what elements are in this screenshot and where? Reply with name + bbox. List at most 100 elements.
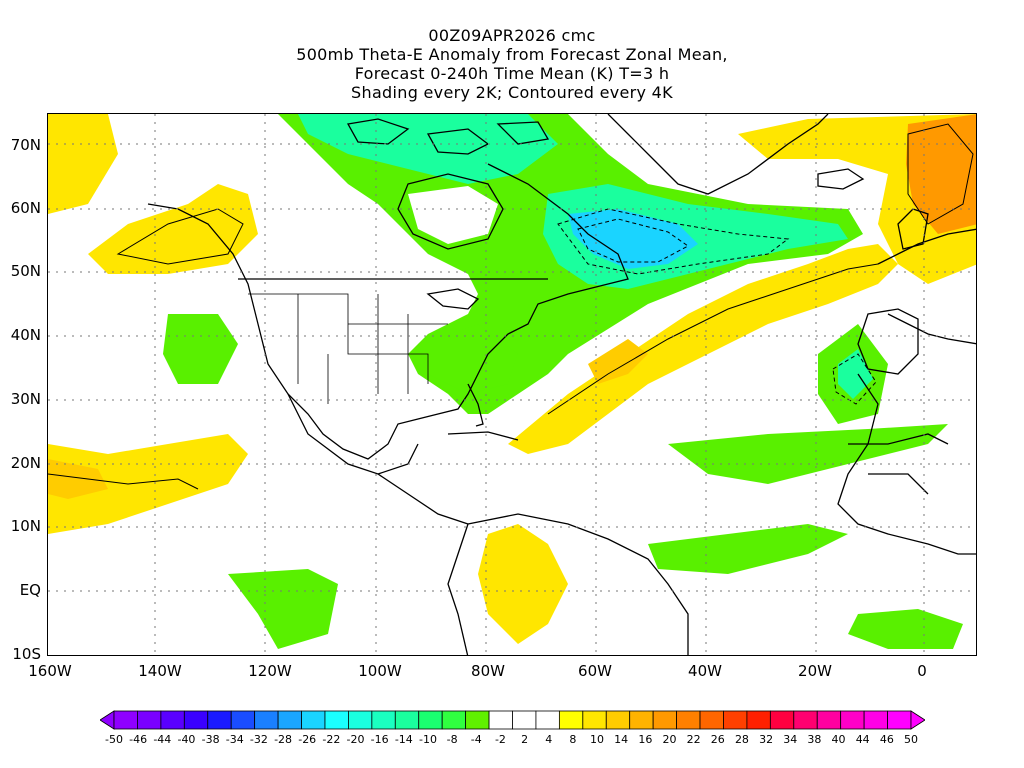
colorbar-tick-label: -32 [249, 733, 268, 746]
colorbar-cell [863, 710, 888, 730]
colorbar-cell [113, 710, 138, 730]
arctic-islands [346, 118, 550, 155]
uk [897, 208, 929, 250]
colorbar-tick-label: -40 [177, 733, 196, 746]
orange-anomaly-atlantic [588, 339, 648, 384]
lon-label-100w: 100W [358, 662, 402, 680]
colorbar-tick-label: -46 [129, 733, 148, 746]
yellow-anomaly-pacific-sub [48, 434, 248, 534]
colorbar-tick-label: -8 [446, 733, 458, 746]
green-anomaly-pacific-west [163, 314, 238, 384]
title-line-2: 500mb Theta-E Anomaly from Forecast Zona… [296, 45, 728, 64]
colorbar-cell [605, 710, 631, 730]
africa-borders [848, 433, 949, 495]
colorbar-tick-label: 44 [855, 733, 870, 746]
colorbar-cell [348, 710, 373, 730]
colorbar-cell [277, 710, 302, 730]
colorbar-tick-label: -28 [274, 733, 293, 746]
colorbar-cell [512, 710, 537, 730]
contour-iberia-neg [832, 353, 877, 405]
yellow-anomaly-atlantic [508, 244, 898, 454]
contour-atlantic-pos [547, 263, 879, 415]
title-line-4: Shading every 2K; Contoured every 4K [351, 83, 673, 102]
colorbar-tick-label: -10 [418, 733, 437, 746]
colorbar-cell [371, 710, 396, 730]
contour-europe-pos [907, 123, 974, 225]
colorbar-cell [558, 710, 584, 730]
colorbar-cell [699, 710, 724, 730]
anomaly-contours [48, 123, 974, 490]
coastlines [147, 114, 976, 655]
colorbar-cell [652, 710, 677, 730]
colorbar-tick-label: -44 [153, 733, 172, 746]
lat-label-40n: 40N [10, 326, 41, 344]
lat-label-60n: 60N [10, 199, 41, 217]
colorbar-cell [723, 710, 748, 730]
colorbar-cell [254, 710, 279, 730]
title-line-3: Forecast 0-240h Time Mean (K) T=3 h [354, 64, 670, 83]
cuba [447, 431, 519, 441]
colorbar-tick-label: -16 [370, 733, 389, 746]
colorbar-cell [816, 710, 842, 730]
lon-label-20w: 20W [798, 662, 832, 680]
colorbar-tick-label: 8 [569, 733, 577, 746]
state-borders [248, 293, 448, 404]
colorbar-cell [465, 710, 490, 730]
colorbar-tick-label: 38 [807, 733, 822, 746]
colorbar-cell [887, 710, 912, 730]
colorbar-tick-label: 4 [545, 733, 553, 746]
colorbar-arrow-left [100, 710, 115, 730]
colorbar-tick-label: 28 [734, 733, 749, 746]
north-america-coast [147, 163, 629, 460]
central-america [377, 473, 469, 525]
colorbar-cell [394, 710, 420, 730]
green-anomaly-eq-atlantic [648, 524, 848, 574]
colorbar-cell [676, 710, 701, 730]
colorbar-cell [582, 710, 607, 730]
mexico-coast [287, 393, 419, 475]
lat-label-10n: 10N [10, 517, 41, 535]
iceland [817, 168, 865, 190]
colorbar-cell [629, 710, 654, 730]
colorbar-tick-label: -22 [322, 733, 341, 746]
anomaly-shading [48, 114, 976, 649]
colorbar-tick-label: 20 [662, 733, 677, 746]
green-anomaly-east-pacific [228, 569, 338, 649]
map-panel [47, 113, 977, 656]
florida [467, 383, 484, 427]
colorbar-cell [535, 710, 560, 730]
colorbar-cell [488, 710, 513, 730]
contour-pacific-pos [48, 473, 199, 490]
colorbar-tick-label: 34 [783, 733, 798, 746]
colorbar-tick-label: -2 [494, 733, 506, 746]
colorbar-tick-label: 14 [614, 733, 629, 746]
lat-label-eq: EQ [19, 581, 41, 599]
orange-anomaly-pacific-sub [48, 459, 108, 499]
colorbar-cell [418, 710, 443, 730]
south-america-coast [447, 513, 689, 655]
lon-label-40w: 40W [688, 662, 722, 680]
lat-label-50n: 50N [10, 262, 41, 280]
colorbar-arrow-right [910, 710, 925, 730]
contour-alaska-pos [116, 208, 244, 265]
colorbar-tick-label: -50 [105, 733, 123, 746]
colorbar-tick-label: 10 [590, 733, 605, 746]
colorbar-tick-label: 22 [686, 733, 701, 746]
colorbar-tick-label: 16 [638, 733, 653, 746]
yellow-anomaly-s-america [478, 524, 568, 644]
lat-label-20n: 20N [10, 454, 41, 472]
contour-labrador-neg [557, 208, 790, 275]
colorbar-cell [324, 710, 349, 730]
colorbar-tick-label: 50 [904, 733, 918, 746]
hudson-bay [397, 173, 504, 250]
colorbar-tick-label: 2 [521, 733, 529, 746]
contour-labrador-neg-inner [577, 218, 689, 263]
colorbar-cell [793, 710, 818, 730]
map-title: 00Z09APR2026 cmc 500mb Theta-E Anomaly f… [0, 26, 1024, 102]
green-anomaly-south-atl [848, 609, 963, 649]
colorbar-cell [769, 710, 795, 730]
yellow-anomaly-arctic-west [48, 114, 118, 214]
colorbar-tick-label: 46 [879, 733, 894, 746]
colorbar-tick-label: -14 [394, 733, 413, 746]
colorbar-tick-label: -26 [298, 733, 317, 746]
